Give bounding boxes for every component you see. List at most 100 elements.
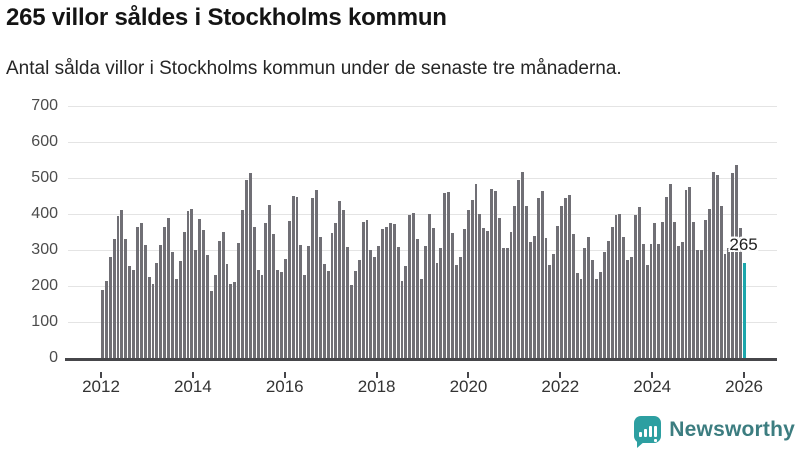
bar	[174, 278, 178, 358]
bar	[669, 183, 672, 358]
bar	[579, 279, 583, 358]
bar	[470, 199, 474, 358]
bar	[190, 208, 194, 358]
bar	[548, 265, 552, 358]
bar	[116, 215, 120, 358]
bar	[186, 211, 190, 358]
bar	[458, 256, 462, 358]
x-axis-label: 2026	[725, 377, 764, 396]
bar	[626, 259, 630, 358]
bar	[311, 197, 314, 358]
bar	[178, 260, 182, 358]
bar	[614, 215, 618, 358]
bar	[128, 266, 132, 358]
x-axis-tick	[375, 372, 378, 378]
gridline	[68, 249, 777, 251]
bar	[447, 191, 451, 358]
bar	[104, 280, 108, 358]
bar	[637, 207, 641, 358]
bar	[209, 291, 213, 358]
bar	[132, 269, 136, 358]
bar	[412, 212, 416, 358]
bar	[536, 197, 540, 358]
x-axis-tick	[559, 372, 562, 378]
chart-title: 265 villor såldes i Stockholms kommun	[6, 4, 447, 31]
bar	[493, 190, 497, 358]
bar	[229, 284, 233, 358]
bar	[719, 206, 723, 358]
bar	[423, 246, 427, 358]
bar	[369, 250, 373, 358]
bar	[595, 279, 598, 358]
bar	[606, 240, 610, 358]
x-axis-tick	[100, 372, 102, 378]
bar	[385, 227, 388, 358]
bar	[700, 250, 704, 358]
bar	[101, 289, 104, 358]
bar	[350, 285, 353, 358]
bar	[435, 262, 439, 358]
bar	[252, 226, 256, 358]
bar	[260, 275, 264, 358]
bar	[455, 265, 458, 358]
bar	[287, 221, 291, 358]
bar	[206, 255, 209, 358]
bar	[112, 239, 116, 358]
bar	[497, 217, 501, 358]
logo-bar-2	[643, 429, 647, 437]
bar	[392, 224, 396, 358]
highlight-value-label: 265	[729, 234, 758, 254]
bar	[560, 206, 563, 358]
bar	[326, 270, 330, 358]
bar	[552, 253, 556, 358]
bar	[388, 223, 392, 358]
bar	[221, 232, 225, 358]
bar	[688, 186, 692, 358]
bar	[143, 244, 147, 358]
bar	[622, 237, 626, 358]
bar	[704, 220, 707, 358]
bar	[649, 243, 653, 358]
bar	[715, 175, 719, 358]
bar-chart: 265 2012 2014 2016 2018 2020 2022 2024 2026 0 10…	[0, 95, 800, 396]
bar	[567, 194, 571, 358]
newsworthy-logo[interactable]: Newsworthy	[634, 416, 795, 448]
bar	[563, 198, 567, 358]
bar	[279, 271, 283, 358]
bar	[408, 215, 412, 358]
bar	[731, 173, 735, 358]
bar	[439, 248, 443, 358]
bar	[108, 257, 112, 358]
y-axis-label: 400	[31, 205, 58, 222]
newsworthy-bar-chart-icon	[634, 416, 662, 448]
bar	[517, 179, 521, 358]
bar	[474, 184, 478, 358]
bars-container	[101, 106, 747, 358]
bar	[147, 277, 151, 358]
chart-subtitle: Antal sålda villor i Stockholms kommun u…	[6, 58, 622, 79]
bar	[540, 190, 544, 358]
bar	[194, 250, 198, 358]
bar	[241, 210, 244, 358]
bar	[167, 217, 171, 358]
bar	[357, 259, 361, 358]
bar	[163, 226, 167, 358]
bar	[723, 253, 727, 358]
bar	[653, 223, 657, 358]
bar	[295, 197, 299, 358]
x-axis-tick	[743, 372, 746, 378]
bar	[599, 271, 602, 358]
bar	[735, 165, 739, 358]
bar	[120, 210, 124, 358]
bar	[610, 227, 614, 358]
bar	[641, 243, 645, 358]
bar	[478, 214, 482, 358]
bar	[676, 246, 680, 358]
bar	[707, 208, 711, 358]
bar	[353, 270, 357, 358]
bar	[672, 222, 676, 358]
bar	[136, 226, 139, 358]
plot-area: 265 2012 2014 2016 2018 2020 2022 2024 2026	[65, 105, 777, 396]
x-axis-label: 2020	[449, 377, 488, 396]
bar	[661, 222, 665, 358]
